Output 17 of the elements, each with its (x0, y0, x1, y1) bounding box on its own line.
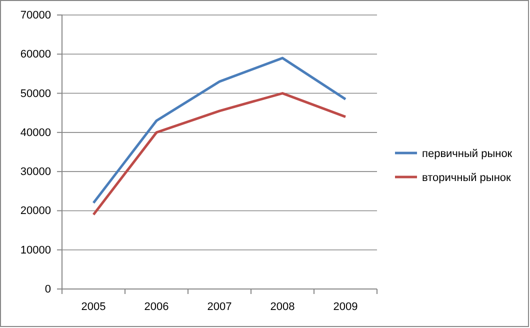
x-tick-label: 2009 (333, 300, 358, 313)
y-tick-label: 10000 (20, 244, 51, 256)
x-tick-label: 2008 (270, 300, 295, 313)
legend-label: первичный рынок (422, 148, 512, 160)
y-tick-label: 40000 (20, 126, 51, 139)
line-series (92, 92, 347, 216)
y-tick-label: 30000 (20, 166, 51, 178)
x-tick-label: 2006 (144, 300, 169, 313)
y-tick-label: 0 (44, 284, 51, 296)
x-tick-label: 2007 (207, 300, 232, 313)
y-tick-label: 20000 (20, 205, 51, 218)
y-tick-label: 50000 (20, 88, 51, 100)
line-series (92, 56, 347, 204)
x-tick-label: 2005 (81, 300, 106, 313)
legend-label: вторичный рынок (422, 172, 512, 184)
y-tick-label: 70000 (20, 10, 51, 22)
y-tick-label: 60000 (20, 48, 51, 61)
